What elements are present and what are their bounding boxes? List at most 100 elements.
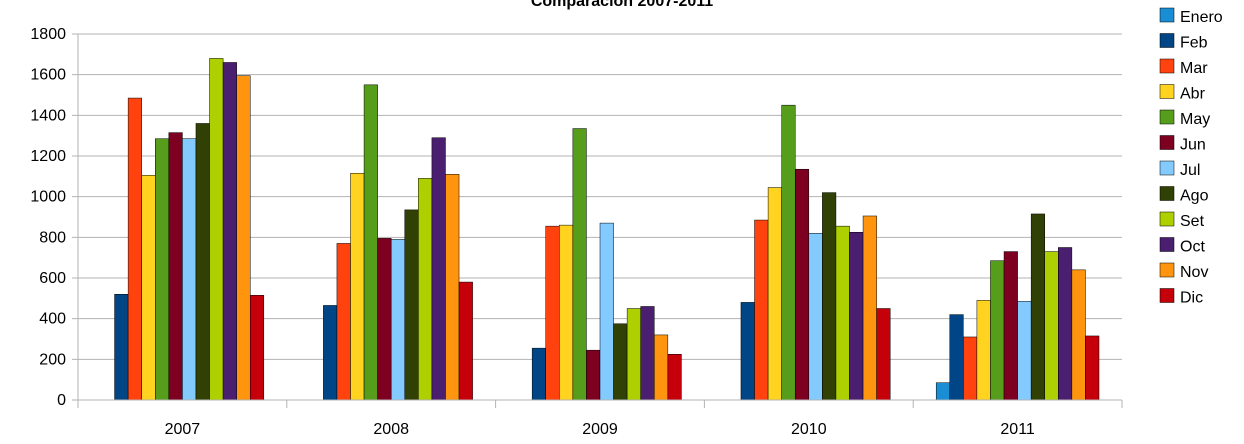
bar-jun-2009 [586,349,601,401]
legend-label: Enero [1180,9,1223,26]
axes: 0 200 400 600 800 1000 1200 1400 1600 1800 2007 200… [30,26,1123,438]
bar-ago-2010 [822,192,837,401]
legend-label: Dic [1180,290,1203,307]
y-tick-label: 600 [39,270,66,287]
bar-mar-2007 [127,97,142,401]
legend-label: Nov [1180,264,1208,281]
legend-swatch [1159,237,1175,252]
legend-swatch [1159,33,1175,48]
x-tick-label: 2008 [373,421,409,438]
bar-mar-2008 [336,243,351,401]
bar-may-2011 [990,260,1005,401]
legend-swatch [1159,160,1175,176]
bar-ago-2011 [1030,213,1045,401]
bar-jun-2008 [377,238,392,401]
legend-label: Mar [1180,60,1208,77]
y-tick-label: 1000 [30,189,66,206]
legend-swatch [1159,109,1175,125]
bar-jun-2011 [1003,251,1018,401]
y-tick-label: 1600 [30,67,66,84]
bar-feb-2007 [114,294,129,401]
bar-abr-2010 [767,187,782,401]
bar-dic-2011 [1085,335,1100,401]
legend-label: Jun [1180,137,1206,154]
x-tick-label: 2010 [791,421,827,438]
bar-dic-2009 [667,354,682,401]
legend-label: Jul [1180,162,1200,179]
bar-nov-2011 [1071,269,1086,401]
y-tick-label: 400 [39,311,66,328]
bar-ago-2007 [195,123,210,401]
x-tick-label: 2011 [1000,421,1035,438]
bar-abr-2009 [559,224,574,401]
legend-label: Set [1180,213,1205,230]
legend-label: Oct [1180,239,1205,256]
bar-mar-2011 [963,336,978,401]
bar-set-2010 [835,225,850,401]
legend-swatch [1159,186,1175,201]
bar-feb-2011 [949,314,964,401]
bar-feb-2008 [323,305,338,401]
legend-label: Ago [1180,188,1209,205]
bar-nov-2009 [654,334,669,401]
chart-title: Comparación 2007-2011 [531,0,713,10]
bar-may-2009 [572,128,587,401]
bar-abr-2011 [976,300,991,401]
y-tick-label: 0 [57,392,66,409]
bar-oct-2009 [640,306,655,401]
bar-oct-2010 [849,232,864,401]
legend-label: May [1180,111,1210,128]
y-tick-label: 1800 [30,26,66,43]
bar-set-2011 [1044,251,1059,401]
legend-label: Abr [1180,86,1206,103]
x-tick-label: 2009 [582,421,618,438]
bar-oct-2008 [431,137,446,401]
bar-may-2010 [781,104,796,401]
bar-set-2007 [209,58,224,401]
bar-ago-2008 [404,209,419,401]
bar-feb-2010 [740,302,755,401]
bar-jun-2010 [794,168,810,401]
legend-swatch [1159,135,1175,150]
bar-jul-2011 [1017,301,1032,401]
y-tick-label: 1200 [30,148,66,165]
bar-oct-2011 [1058,247,1073,401]
bar-jun-2007 [168,132,183,401]
bar-jul-2010 [808,233,823,401]
bar-mar-2009 [545,225,560,401]
bar-dic-2007 [249,295,265,401]
bar-nov-2007 [236,75,251,401]
legend-swatch [1159,84,1175,99]
legend: Enero Feb Mar Abr May Jun Jul Ago Set Oct Nov Dic [1159,7,1223,307]
bar-jul-2007 [182,138,197,401]
y-tick-label: 1400 [30,107,66,124]
bar-may-2008 [363,84,378,401]
bar-nov-2010 [862,215,877,401]
bar-set-2008 [418,178,433,401]
legend-swatch [1159,288,1175,303]
bars [114,58,1100,401]
bar-oct-2007 [222,62,237,401]
bar-jul-2008 [390,239,406,401]
legend-swatch [1159,211,1175,227]
bar-jul-2009 [599,222,614,401]
bar-enero-2011 [935,382,951,401]
bar-mar-2010 [754,219,769,401]
bar-dic-2010 [876,308,891,401]
bar-set-2009 [626,308,641,401]
bar-nov-2008 [445,174,460,401]
bar-ago-2009 [613,323,628,401]
bar-may-2007 [155,138,170,401]
x-tick-label: 2007 [165,421,201,438]
bar-abr-2007 [141,175,156,401]
bar-feb-2009 [531,347,546,401]
legend-label: Feb [1180,35,1208,52]
y-tick-label: 800 [39,229,66,246]
bar-dic-2008 [458,281,473,401]
legend-swatch [1159,262,1175,278]
legend-swatch [1159,7,1175,23]
legend-swatch [1159,58,1175,74]
y-tick-label: 200 [39,351,66,368]
bar-abr-2008 [350,173,365,401]
